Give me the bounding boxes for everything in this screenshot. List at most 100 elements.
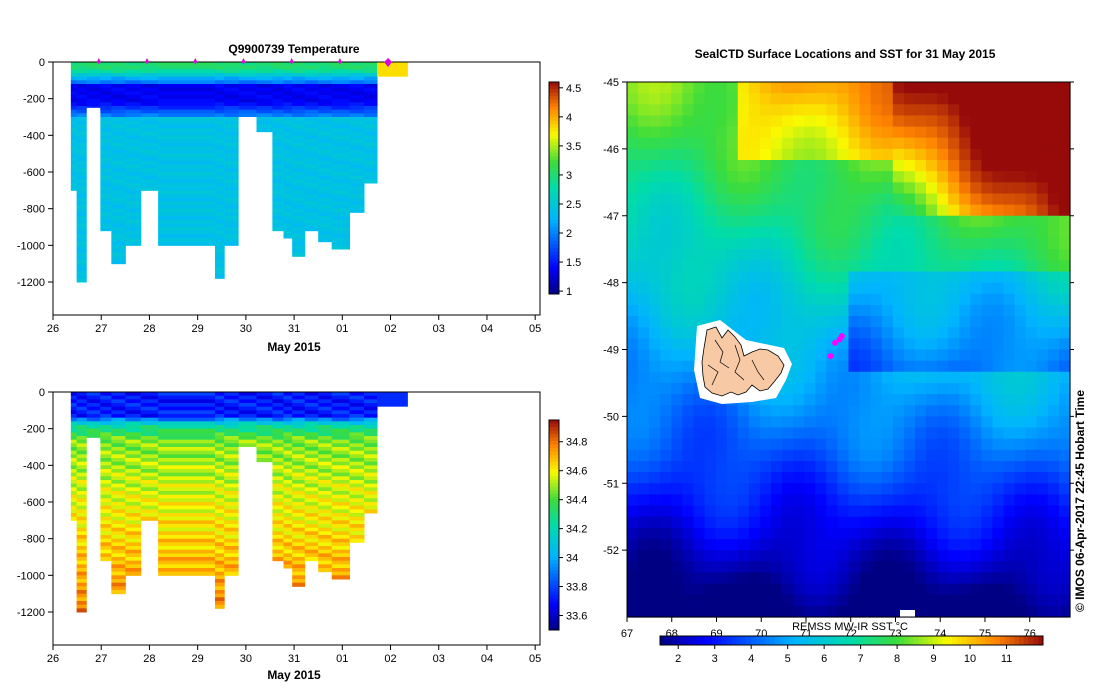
section-cell — [215, 241, 225, 246]
sst-cell — [682, 472, 695, 484]
colorbar-swatch — [549, 223, 559, 228]
section-cell — [140, 95, 159, 100]
colorbar-swatch — [549, 149, 559, 154]
sst-cell — [704, 193, 717, 206]
section-cell — [125, 128, 142, 133]
sst-cell — [881, 605, 894, 618]
sst-cell — [981, 215, 994, 228]
sst-cell — [1058, 104, 1071, 117]
profile-marker — [337, 58, 342, 64]
section-cell — [331, 461, 351, 466]
sst-cell — [970, 371, 982, 384]
section-cell — [111, 197, 126, 202]
section-cell — [283, 487, 293, 492]
sst-cell — [782, 438, 794, 451]
sst-cell — [937, 371, 949, 384]
section-cell — [125, 564, 142, 569]
sst-cell — [870, 449, 883, 462]
sst-cell — [903, 472, 916, 484]
section-cell — [292, 505, 306, 510]
section-cell — [304, 216, 319, 221]
colorbar-swatch — [549, 177, 559, 182]
sst-cell — [1058, 204, 1071, 217]
sst-colorbar-swatch — [1009, 636, 1015, 645]
section-cell — [70, 425, 78, 430]
sst-cell — [837, 550, 850, 562]
section-cell — [125, 172, 142, 177]
sst-cell — [1058, 193, 1071, 206]
sst-cell — [981, 605, 994, 618]
section-cell — [100, 417, 112, 422]
sst-cell — [715, 583, 728, 596]
section-cell — [256, 95, 273, 100]
sst-cell — [682, 494, 695, 507]
sst-cell — [826, 293, 839, 306]
sst-cell — [837, 226, 850, 239]
sst-cell — [737, 472, 750, 484]
sst-cell — [770, 572, 783, 585]
section-cell — [349, 498, 365, 503]
sst-cell — [892, 572, 905, 585]
sst-cell — [627, 238, 639, 250]
sst-cell — [1036, 338, 1049, 351]
sst-cell — [1014, 226, 1027, 239]
sst-cell — [903, 360, 916, 373]
section-cell — [111, 542, 126, 547]
section-cell — [140, 69, 159, 74]
section-cell — [292, 146, 306, 151]
sst-cell — [660, 605, 672, 618]
section-cell — [283, 425, 293, 430]
section-cell — [304, 150, 319, 155]
sst-cell — [1058, 271, 1071, 284]
sst-cell — [1036, 327, 1049, 339]
section-cell — [76, 428, 88, 433]
sst-cell — [759, 215, 772, 228]
sst-cell — [881, 483, 894, 495]
sst-cell — [1058, 304, 1071, 317]
section-cell — [158, 480, 216, 485]
sst-cell — [937, 171, 949, 183]
section-cell — [349, 538, 365, 543]
section-cell — [70, 157, 78, 162]
section-cell — [224, 527, 240, 532]
section-cell — [292, 113, 306, 118]
sst-colorbar-swatch — [1038, 636, 1044, 645]
sst-cell — [837, 249, 850, 261]
sst-cell — [804, 193, 816, 206]
sst-cell — [859, 171, 872, 183]
section-cell — [86, 392, 101, 397]
sst-cell — [1014, 316, 1027, 328]
sst-cell — [892, 204, 905, 217]
sst-cell — [870, 460, 883, 473]
sst-cell — [649, 327, 661, 339]
sst-cell — [859, 126, 872, 139]
sst-cell — [649, 460, 661, 473]
section-cell — [292, 230, 306, 235]
sst-cell — [937, 527, 949, 540]
section-cell — [292, 509, 306, 514]
sst-cell — [859, 572, 872, 585]
sst-cell — [837, 126, 850, 139]
colorbar-swatch — [549, 202, 559, 207]
section-cell — [86, 421, 101, 426]
section-cell — [70, 87, 78, 92]
section-cell — [304, 109, 319, 114]
sst-cell — [627, 260, 639, 273]
sst-cell — [704, 538, 717, 551]
section-cell — [111, 524, 126, 529]
sst-cell — [926, 249, 938, 261]
section-cell — [318, 406, 333, 411]
section-cell — [318, 208, 333, 213]
sst-cell — [1047, 382, 1060, 395]
sst-colorbar-swatch — [774, 636, 781, 645]
colorbar-swatch — [549, 427, 559, 431]
sst-cell — [693, 238, 706, 250]
section-cell — [292, 465, 306, 470]
sst-cell — [903, 516, 916, 529]
sst-cell — [970, 538, 982, 551]
section-cell — [100, 436, 112, 441]
section-cell — [224, 399, 240, 404]
sst-cell — [815, 572, 827, 585]
section-cell — [304, 502, 319, 507]
section-cell — [318, 120, 333, 125]
